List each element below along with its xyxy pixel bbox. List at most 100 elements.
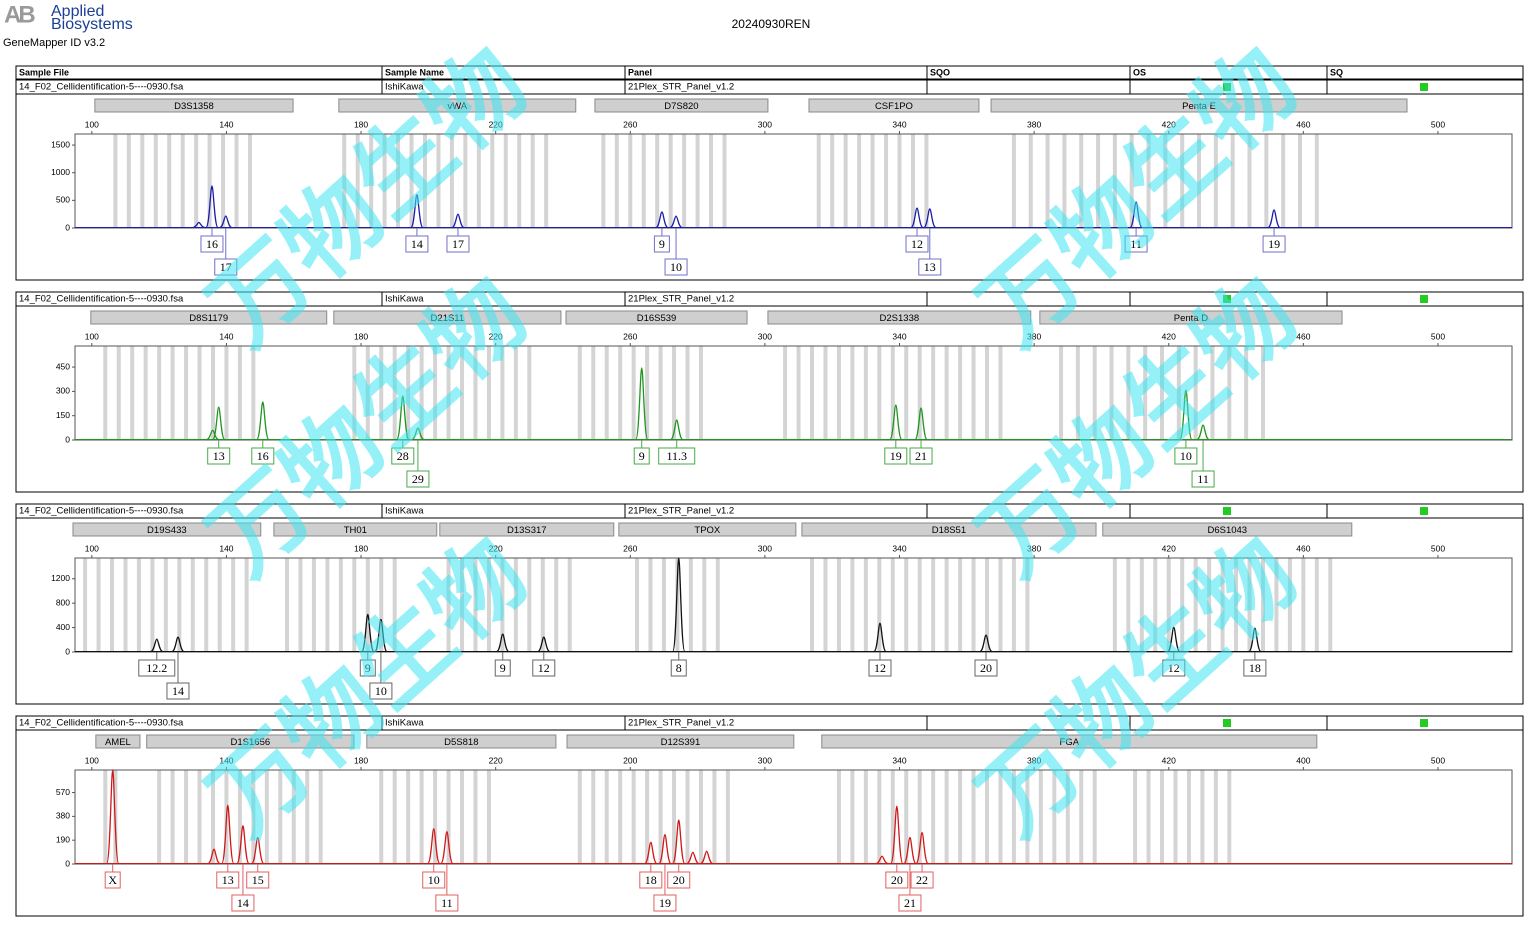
allele-bin (190, 558, 195, 652)
allele-bin (1247, 558, 1252, 652)
allele-box (435, 894, 459, 912)
allele-bin (1075, 346, 1080, 440)
peak (670, 419, 684, 441)
allele-label: 13 (924, 260, 936, 274)
x-tick-label: 420 (1162, 331, 1176, 341)
allele-bin (672, 770, 677, 864)
peak (700, 850, 713, 865)
allele-bin (251, 770, 256, 864)
allele-bin (1227, 770, 1232, 864)
peak (192, 221, 205, 229)
x-tick-label: 180 (354, 331, 368, 341)
marker-range (1102, 522, 1353, 537)
peak (873, 622, 887, 653)
x-tick-label: 140 (219, 543, 233, 553)
y-tick-label: 0 (65, 858, 70, 868)
x-tick-label: 220 (489, 331, 503, 341)
allele-bin (473, 770, 478, 864)
allele-bin (264, 770, 269, 864)
allele-bin (877, 770, 882, 864)
column-label: SQO (930, 67, 950, 77)
allele-bin (446, 558, 451, 652)
allele-bin (210, 770, 215, 864)
x-tick-label: 420 (1162, 119, 1176, 129)
y-tick-label: 450 (56, 361, 70, 371)
y-tick-label: 0 (65, 646, 70, 656)
marker-name: D7S820 (664, 101, 698, 112)
allele-bin (446, 346, 451, 440)
allele-bin (392, 770, 397, 864)
allele-box (391, 447, 415, 465)
allele-bin (513, 558, 518, 652)
allele-bin (251, 346, 256, 440)
marker-range (990, 98, 1408, 113)
marker-name: AMEL (105, 737, 131, 748)
allele-bin (648, 558, 653, 652)
allele-box (138, 659, 176, 677)
allele-bin (153, 134, 158, 228)
allele-bin (1109, 346, 1114, 440)
allele-bin (365, 346, 370, 440)
allele-bin (221, 134, 226, 228)
allele-label: 16 (257, 449, 269, 463)
sample-name: IshiKawa (385, 506, 424, 517)
allele-label: 11 (441, 896, 453, 910)
allele-label: 15 (252, 873, 264, 887)
allele-bin (1139, 558, 1144, 652)
marker-range (808, 98, 980, 113)
allele-bin (140, 134, 145, 228)
x-tick-label: 300 (758, 119, 772, 129)
allele-bin (503, 134, 508, 228)
marker-range (801, 522, 1097, 537)
allele-bin (1025, 558, 1030, 652)
allele-bin (1260, 346, 1265, 440)
allele-bin (1287, 558, 1292, 652)
marker-range (273, 522, 438, 537)
allele-bin (1160, 346, 1165, 440)
allele-bin (419, 346, 424, 440)
allele-bin (1234, 558, 1239, 652)
peak (374, 618, 388, 653)
allele-bin (1210, 346, 1215, 440)
allele-bin (96, 558, 101, 652)
allele-bin (971, 770, 976, 864)
allele-label: 17 (452, 237, 464, 251)
allele-bin (1281, 134, 1286, 228)
allele-box (670, 659, 687, 677)
allele-box (207, 447, 231, 465)
allele-box (664, 258, 688, 276)
allele-box (633, 447, 650, 465)
allele-bin (1112, 558, 1117, 652)
panel-name: 21Plex_STR_Panel_v1.2 (628, 718, 734, 729)
sample-file: 14_F02_Cellidentification-5----0930.fsa (19, 294, 184, 305)
allele-bin (500, 346, 505, 440)
marker-name: Penta E (1182, 101, 1216, 112)
allele-box (200, 235, 224, 253)
x-tick-label: 180 (354, 543, 368, 553)
allele-bin (628, 134, 633, 228)
x-tick-label: 260 (623, 119, 637, 129)
peak (915, 832, 929, 865)
allele-bin (278, 770, 283, 864)
allele-label: 10 (375, 684, 387, 698)
allele-box (246, 871, 270, 889)
allele-bin (409, 134, 414, 228)
allele-bin (904, 770, 909, 864)
x-tick-label: 300 (758, 543, 772, 553)
allele-bin (130, 346, 135, 440)
peak (411, 427, 425, 441)
marker-range (338, 98, 577, 113)
x-tick-label: 140 (219, 119, 233, 129)
allele-box (653, 235, 670, 253)
allele-bin (103, 770, 108, 864)
allele-bin (863, 346, 868, 440)
allele-bin (857, 134, 862, 228)
marker-name: D2S1338 (880, 313, 920, 324)
allele-bin (180, 134, 185, 228)
allele-bin (338, 558, 343, 652)
y-tick-label: 800 (56, 597, 70, 607)
allele-bin (352, 558, 357, 652)
peak (890, 805, 904, 865)
allele-box (653, 894, 677, 912)
